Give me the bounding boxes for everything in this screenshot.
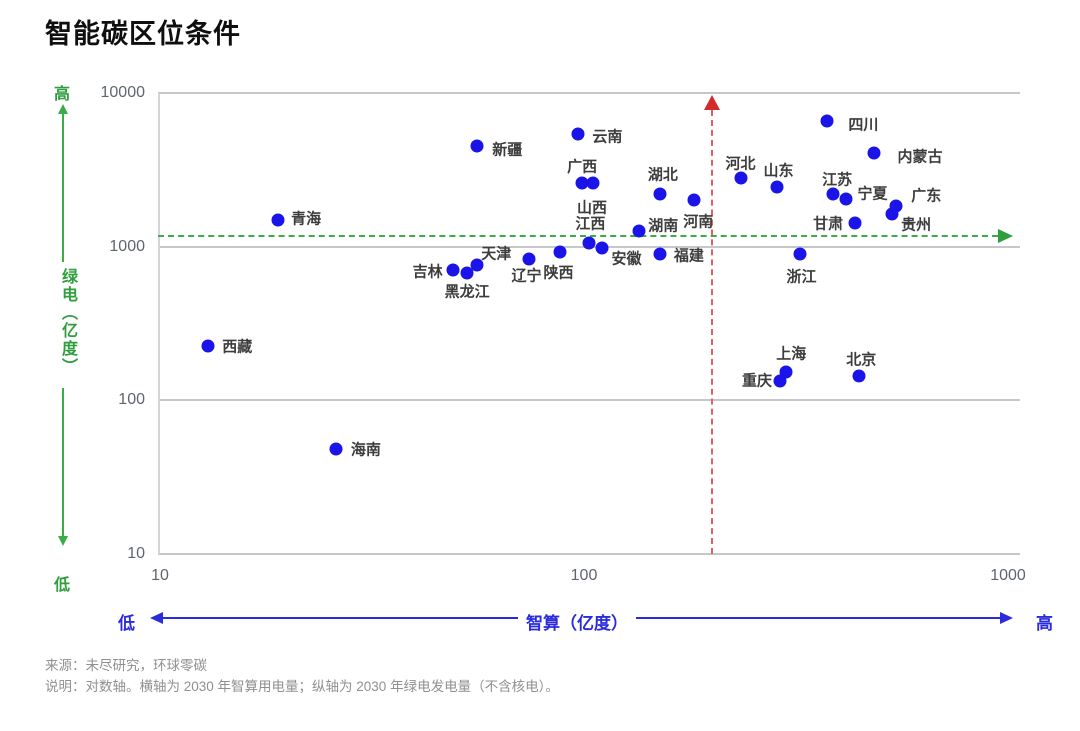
red-threshold-line xyxy=(710,110,713,554)
data-point-label: 江西 xyxy=(575,215,606,233)
data-point-dot xyxy=(522,252,536,266)
data-point-label: 西藏 xyxy=(222,338,253,356)
data-point-label: 北京 xyxy=(846,351,877,369)
data-point-label: 辽宁 xyxy=(511,267,542,285)
data-point-dot xyxy=(460,266,474,280)
x-axis-arrow-line-right xyxy=(636,617,1002,619)
x-tick-100: 100 xyxy=(570,567,598,584)
data-point-label: 黑龙江 xyxy=(444,283,490,301)
data-point-label: 河南 xyxy=(683,213,714,231)
y-tick-1000: 1000 xyxy=(109,237,145,255)
data-point-dot xyxy=(271,213,285,227)
red-threshold-arrow-icon xyxy=(703,95,720,110)
data-point-label: 河北 xyxy=(725,155,756,173)
data-point-dot xyxy=(687,193,701,207)
y-tick-10: 10 xyxy=(127,545,145,562)
x-tick-1000: 1000 xyxy=(990,567,1026,584)
gridline-y-100 xyxy=(158,399,1020,402)
data-point-label: 山东 xyxy=(763,162,794,180)
data-point-label: 安徽 xyxy=(611,250,642,268)
y-tick-100: 100 xyxy=(118,391,145,409)
data-point-dot xyxy=(553,245,567,258)
data-point-label: 重庆 xyxy=(742,372,773,390)
x-axis-title: 智算（亿度） xyxy=(526,614,628,633)
data-point-label: 新疆 xyxy=(492,141,523,159)
data-point-dot xyxy=(734,171,748,185)
data-point-dot xyxy=(820,114,834,128)
x-tick-10: 10 xyxy=(151,567,169,584)
y-axis-arrow-line-top xyxy=(62,112,64,262)
data-point-dot xyxy=(852,369,866,383)
data-point-label: 云南 xyxy=(592,128,623,146)
data-point-label: 青海 xyxy=(291,210,322,228)
data-point-label: 浙江 xyxy=(786,268,817,286)
method-note: 说明：对数轴。横轴为 2030 年智算用电量；纵轴为 2030 年绿电发电量（不… xyxy=(45,679,559,694)
data-point-dot xyxy=(885,207,899,221)
data-point-label: 内蒙古 xyxy=(897,148,943,165)
data-point-label: 福建 xyxy=(673,247,704,265)
x-axis-high-label: 高 xyxy=(1036,614,1053,633)
data-point-label: 四川 xyxy=(848,116,879,134)
data-point-dot xyxy=(586,176,600,190)
data-point-dot xyxy=(653,187,667,201)
data-point-dot xyxy=(446,263,460,277)
y-axis-high-label: 高 xyxy=(54,86,71,103)
data-point-dot xyxy=(826,187,840,201)
data-point-label: 湖南 xyxy=(648,217,679,235)
gridline-y-10 xyxy=(158,553,1020,555)
green-threshold-arrow-icon xyxy=(998,228,1013,243)
data-point-label: 广东 xyxy=(911,187,942,205)
y-axis-up-arrow-icon xyxy=(58,104,68,114)
data-point-dot xyxy=(575,176,589,190)
data-point-label: 甘肃 xyxy=(813,215,844,233)
y-axis-title: 绿电（亿度） xyxy=(59,268,76,376)
data-point-label: 湖北 xyxy=(647,166,678,184)
x-axis-arrow-line-left xyxy=(160,617,518,619)
data-point-dot xyxy=(779,365,793,379)
green-threshold-line xyxy=(158,234,998,237)
data-point-dot xyxy=(329,442,343,456)
data-point-dot xyxy=(201,339,215,353)
y-axis-down-arrow-icon xyxy=(58,536,68,546)
data-point-dot xyxy=(470,258,484,272)
data-point-label: 陕西 xyxy=(543,264,574,281)
data-point-label: 吉林 xyxy=(412,263,443,281)
data-point-label: 贵州 xyxy=(901,216,932,234)
page-title: 智能碳区位条件 xyxy=(45,19,241,49)
plot-left-border xyxy=(158,93,160,554)
data-point-label: 山西 xyxy=(576,199,607,217)
data-point-dot xyxy=(839,192,853,206)
data-point-label: 上海 xyxy=(776,345,807,363)
y-tick-10000: 10000 xyxy=(100,84,146,101)
gridline-y-10000 xyxy=(158,92,1020,94)
data-point-dot xyxy=(582,236,596,250)
data-point-label: 宁夏 xyxy=(857,185,888,203)
source-note: 来源：未尽研究，环球零碳 xyxy=(45,658,207,673)
footer: 来源：未尽研究，环球零碳 说明：对数轴。横轴为 2030 年智算用电量；纵轴为 … xyxy=(45,655,559,697)
y-axis-arrow-line-bottom xyxy=(62,388,64,538)
data-point-dot xyxy=(571,127,585,141)
x-axis-right-arrow-icon xyxy=(1000,612,1013,624)
data-point-label: 江苏 xyxy=(822,171,853,189)
data-point-dot xyxy=(653,247,667,261)
data-point-dot xyxy=(867,146,881,159)
data-point-dot xyxy=(848,216,862,230)
data-point-dot xyxy=(793,247,807,261)
data-point-dot xyxy=(770,180,784,194)
data-point-label: 天津 xyxy=(481,245,512,263)
data-point-dot xyxy=(632,224,646,238)
data-point-dot xyxy=(595,241,609,255)
x-axis-left-arrow-icon xyxy=(150,612,163,624)
data-point-dot xyxy=(470,139,484,153)
x-axis-low-label: 低 xyxy=(118,614,135,633)
y-axis-low-label: 低 xyxy=(54,577,71,594)
data-point-label: 广西 xyxy=(567,158,598,176)
data-point-label: 海南 xyxy=(350,441,381,459)
